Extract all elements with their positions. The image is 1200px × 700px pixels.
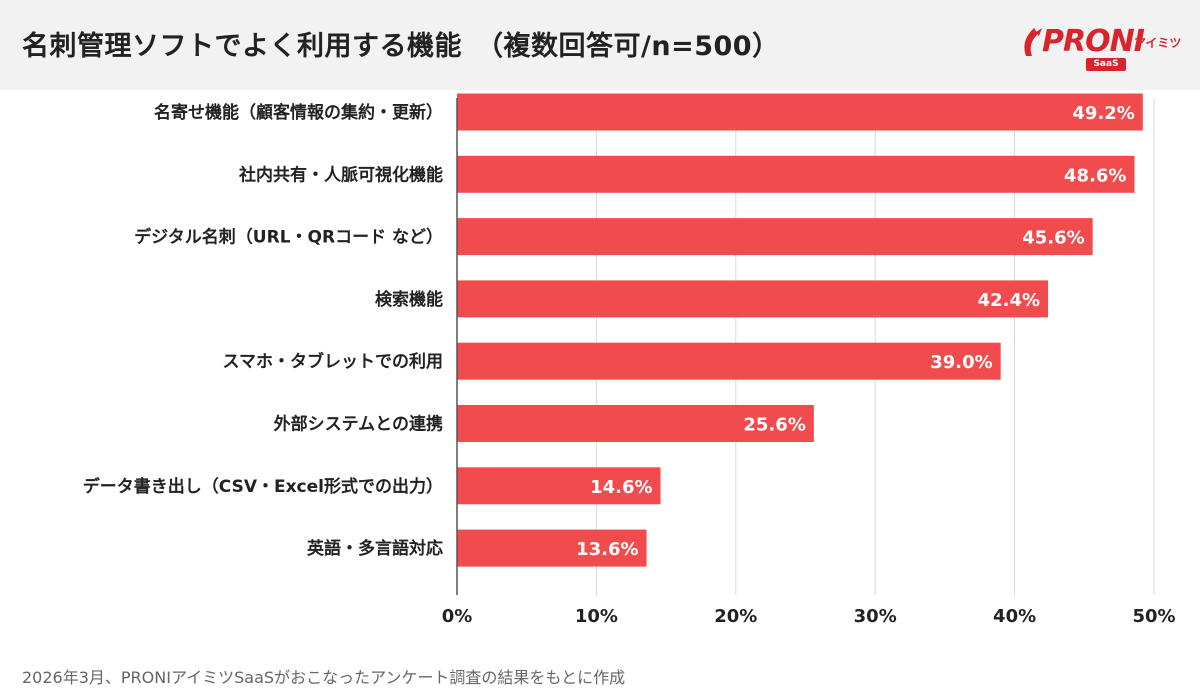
x-tick-label: 40% <box>993 606 1036 627</box>
x-tick-label: 50% <box>1132 606 1175 627</box>
x-tick-label: 0% <box>442 606 473 627</box>
source-note: 2026年3月、PRONIアイミツSaaSがおこなったアンケート調査の結果をもと… <box>22 668 626 687</box>
category-label: 名寄せ機能（顧客情報の集約・更新） <box>154 102 443 123</box>
value-label: 48.6% <box>1064 165 1126 186</box>
category-label: デジタル名刺（URL・QRコード など） <box>134 227 443 248</box>
value-label: 49.2% <box>1072 103 1134 124</box>
bar <box>457 93 1143 131</box>
value-label: 25.6% <box>743 415 805 436</box>
x-tick-label: 10% <box>575 606 618 627</box>
bar <box>457 467 661 505</box>
page-title: 名刺管理ソフトでよく利用する機能 （複数回答可/n=500） <box>22 31 780 62</box>
proni-logo: PRONI アイミツ SaaS <box>1020 18 1190 74</box>
category-label: スマホ・タブレットでの利用 <box>223 351 444 372</box>
category-label: 英語・多言語対応 <box>307 538 443 559</box>
header: 名刺管理ソフトでよく利用する機能 （複数回答可/n=500） PRONI アイミ… <box>0 0 1200 90</box>
category-label: データ書き出し（CSV・Excel形式での出力） <box>83 476 443 497</box>
logo-saas-tag: SaaS <box>1086 58 1126 71</box>
bar <box>457 405 814 442</box>
value-label: 13.6% <box>576 539 638 560</box>
logo-brand: PRONI <box>1042 24 1145 59</box>
category-label: 社内共有・人脈可視化機能 <box>238 164 443 185</box>
logo-kana: アイミツ <box>1134 36 1182 50</box>
bar <box>457 280 1049 318</box>
x-tick-label: 30% <box>854 606 897 627</box>
bar <box>457 342 1001 380</box>
bar <box>457 155 1135 193</box>
value-label: 39.0% <box>930 352 992 373</box>
value-label: 42.4% <box>978 290 1040 311</box>
x-tick-label: 20% <box>714 606 757 627</box>
bar-chart: 名寄せ機能（顧客情報の集約・更新） 49.2% 社内共有・人脈可視化機能 48.6% デ… <box>83 93 1176 627</box>
value-label: 45.6% <box>1022 228 1084 249</box>
value-label: 14.6% <box>590 477 652 498</box>
category-label: 外部システムとの連携 <box>274 414 443 435</box>
bar <box>457 218 1093 256</box>
logo-flame-icon <box>1024 28 1042 56</box>
category-label: 検索機能 <box>375 289 443 310</box>
bar <box>457 529 647 567</box>
